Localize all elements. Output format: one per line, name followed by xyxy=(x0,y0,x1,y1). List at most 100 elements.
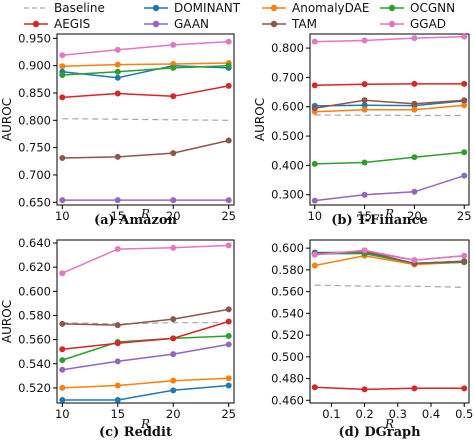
data-point xyxy=(170,244,177,251)
data-point xyxy=(461,258,468,265)
y-tick-label: 0.540 xyxy=(18,357,51,371)
series-gaan xyxy=(59,197,232,204)
series-anomalydae xyxy=(59,59,232,70)
y-tick-label: 0.750 xyxy=(18,141,51,155)
data-point xyxy=(59,270,66,277)
y-tick-label: 0.480 xyxy=(271,372,304,386)
panel-caption: (d) DGraph xyxy=(338,425,421,440)
data-point xyxy=(170,197,177,204)
y-tick-label: 0.460 xyxy=(271,393,304,407)
series-gaan xyxy=(311,172,468,204)
y-tick-label: 0.620 xyxy=(18,260,51,274)
x-tick-label: 10 xyxy=(55,209,70,223)
series-ocgnn xyxy=(59,62,232,78)
data-point xyxy=(59,320,66,327)
data-point xyxy=(311,38,318,45)
data-point xyxy=(59,357,66,364)
series-dominant xyxy=(59,382,232,403)
x-tick-label: 15 xyxy=(110,209,125,223)
data-point xyxy=(225,375,232,382)
data-point xyxy=(411,385,418,392)
series-line xyxy=(62,320,229,351)
series-ggad xyxy=(59,38,232,59)
series-baseline xyxy=(62,322,229,325)
data-point xyxy=(411,257,418,264)
data-point xyxy=(411,35,418,42)
y-tick-label: 0.640 xyxy=(18,236,51,250)
series-line xyxy=(62,139,229,159)
y-tick-label: 0.580 xyxy=(18,308,51,322)
series-line xyxy=(314,249,465,261)
plot-frame xyxy=(309,239,470,404)
panel-caption: (b) T-Finance xyxy=(331,213,428,228)
data-point xyxy=(114,382,121,389)
data-point xyxy=(59,63,66,70)
series-tam xyxy=(311,97,468,112)
legend-marker xyxy=(152,20,160,28)
data-point xyxy=(311,105,318,112)
series-aegis xyxy=(311,384,468,393)
data-point xyxy=(311,82,318,89)
legend-item-baseline: Baseline xyxy=(24,1,105,15)
series-gaan xyxy=(59,341,232,373)
data-point xyxy=(361,81,368,88)
data-point xyxy=(461,149,468,156)
series-line xyxy=(314,174,465,202)
data-point xyxy=(461,80,468,87)
data-point xyxy=(411,154,418,161)
legend-label: DOMINANT xyxy=(174,1,241,15)
series-line xyxy=(62,62,229,67)
series-line xyxy=(62,384,229,401)
series-line xyxy=(314,151,465,165)
legend-marker xyxy=(388,20,396,28)
legend-item-ocgnn: OCGNN xyxy=(380,1,455,15)
data-point xyxy=(114,90,121,97)
data-point xyxy=(361,106,368,113)
chart-panels: 0.650 0.700 0.750 0.800 0.850 0.900 0.950 10 15 2… xyxy=(0,31,473,440)
legend-label: AEGIS xyxy=(54,17,90,31)
data-point xyxy=(114,197,121,204)
x-tick-label: 25 xyxy=(221,209,236,223)
data-point xyxy=(225,38,232,45)
data-point xyxy=(311,262,318,269)
data-point xyxy=(114,358,121,365)
legend-marker xyxy=(270,20,278,28)
data-point xyxy=(361,97,368,104)
data-point xyxy=(59,366,66,373)
series-line xyxy=(62,322,229,325)
data-point xyxy=(461,97,468,104)
x-axis-label: R xyxy=(140,207,150,221)
data-point xyxy=(59,197,66,204)
series-line xyxy=(62,64,229,76)
data-point xyxy=(59,52,66,59)
series-line xyxy=(62,64,229,79)
data-point xyxy=(170,41,177,48)
data-point xyxy=(170,316,177,323)
data-point xyxy=(225,318,232,325)
legend-item-tam: TAM xyxy=(262,17,317,31)
series-line xyxy=(62,85,229,99)
series-aegis xyxy=(59,82,232,101)
chart-panel-b-t-finance: 0.300 0.400 0.500 0.600 0.700 0.800 10 15 20 25 R A… xyxy=(253,33,472,228)
plot-frame xyxy=(309,33,470,206)
data-point xyxy=(311,197,318,204)
x-axis-label: R xyxy=(140,417,150,431)
y-tick-label: 0.560 xyxy=(18,333,51,347)
series-line xyxy=(314,100,465,107)
y-tick-label: 0.800 xyxy=(18,113,51,127)
data-point xyxy=(170,64,177,71)
chart-panel-d-dgraph: 0.460 0.480 0.500 0.520 0.540 0.560 0.580 0.600… xyxy=(271,239,473,440)
plot-frame xyxy=(56,33,235,206)
plot-frame xyxy=(56,239,235,404)
series-line xyxy=(314,284,465,288)
series-line xyxy=(62,118,229,121)
data-point xyxy=(361,191,368,198)
data-point xyxy=(114,68,121,75)
series-line xyxy=(62,40,229,57)
series-line xyxy=(314,114,465,117)
data-point xyxy=(411,100,418,107)
series-anomalydae xyxy=(311,102,468,115)
x-tick-label: 15 xyxy=(357,209,372,223)
y-tick-label: 0.520 xyxy=(18,381,51,395)
x-tick-label: 0.2 xyxy=(355,407,373,421)
